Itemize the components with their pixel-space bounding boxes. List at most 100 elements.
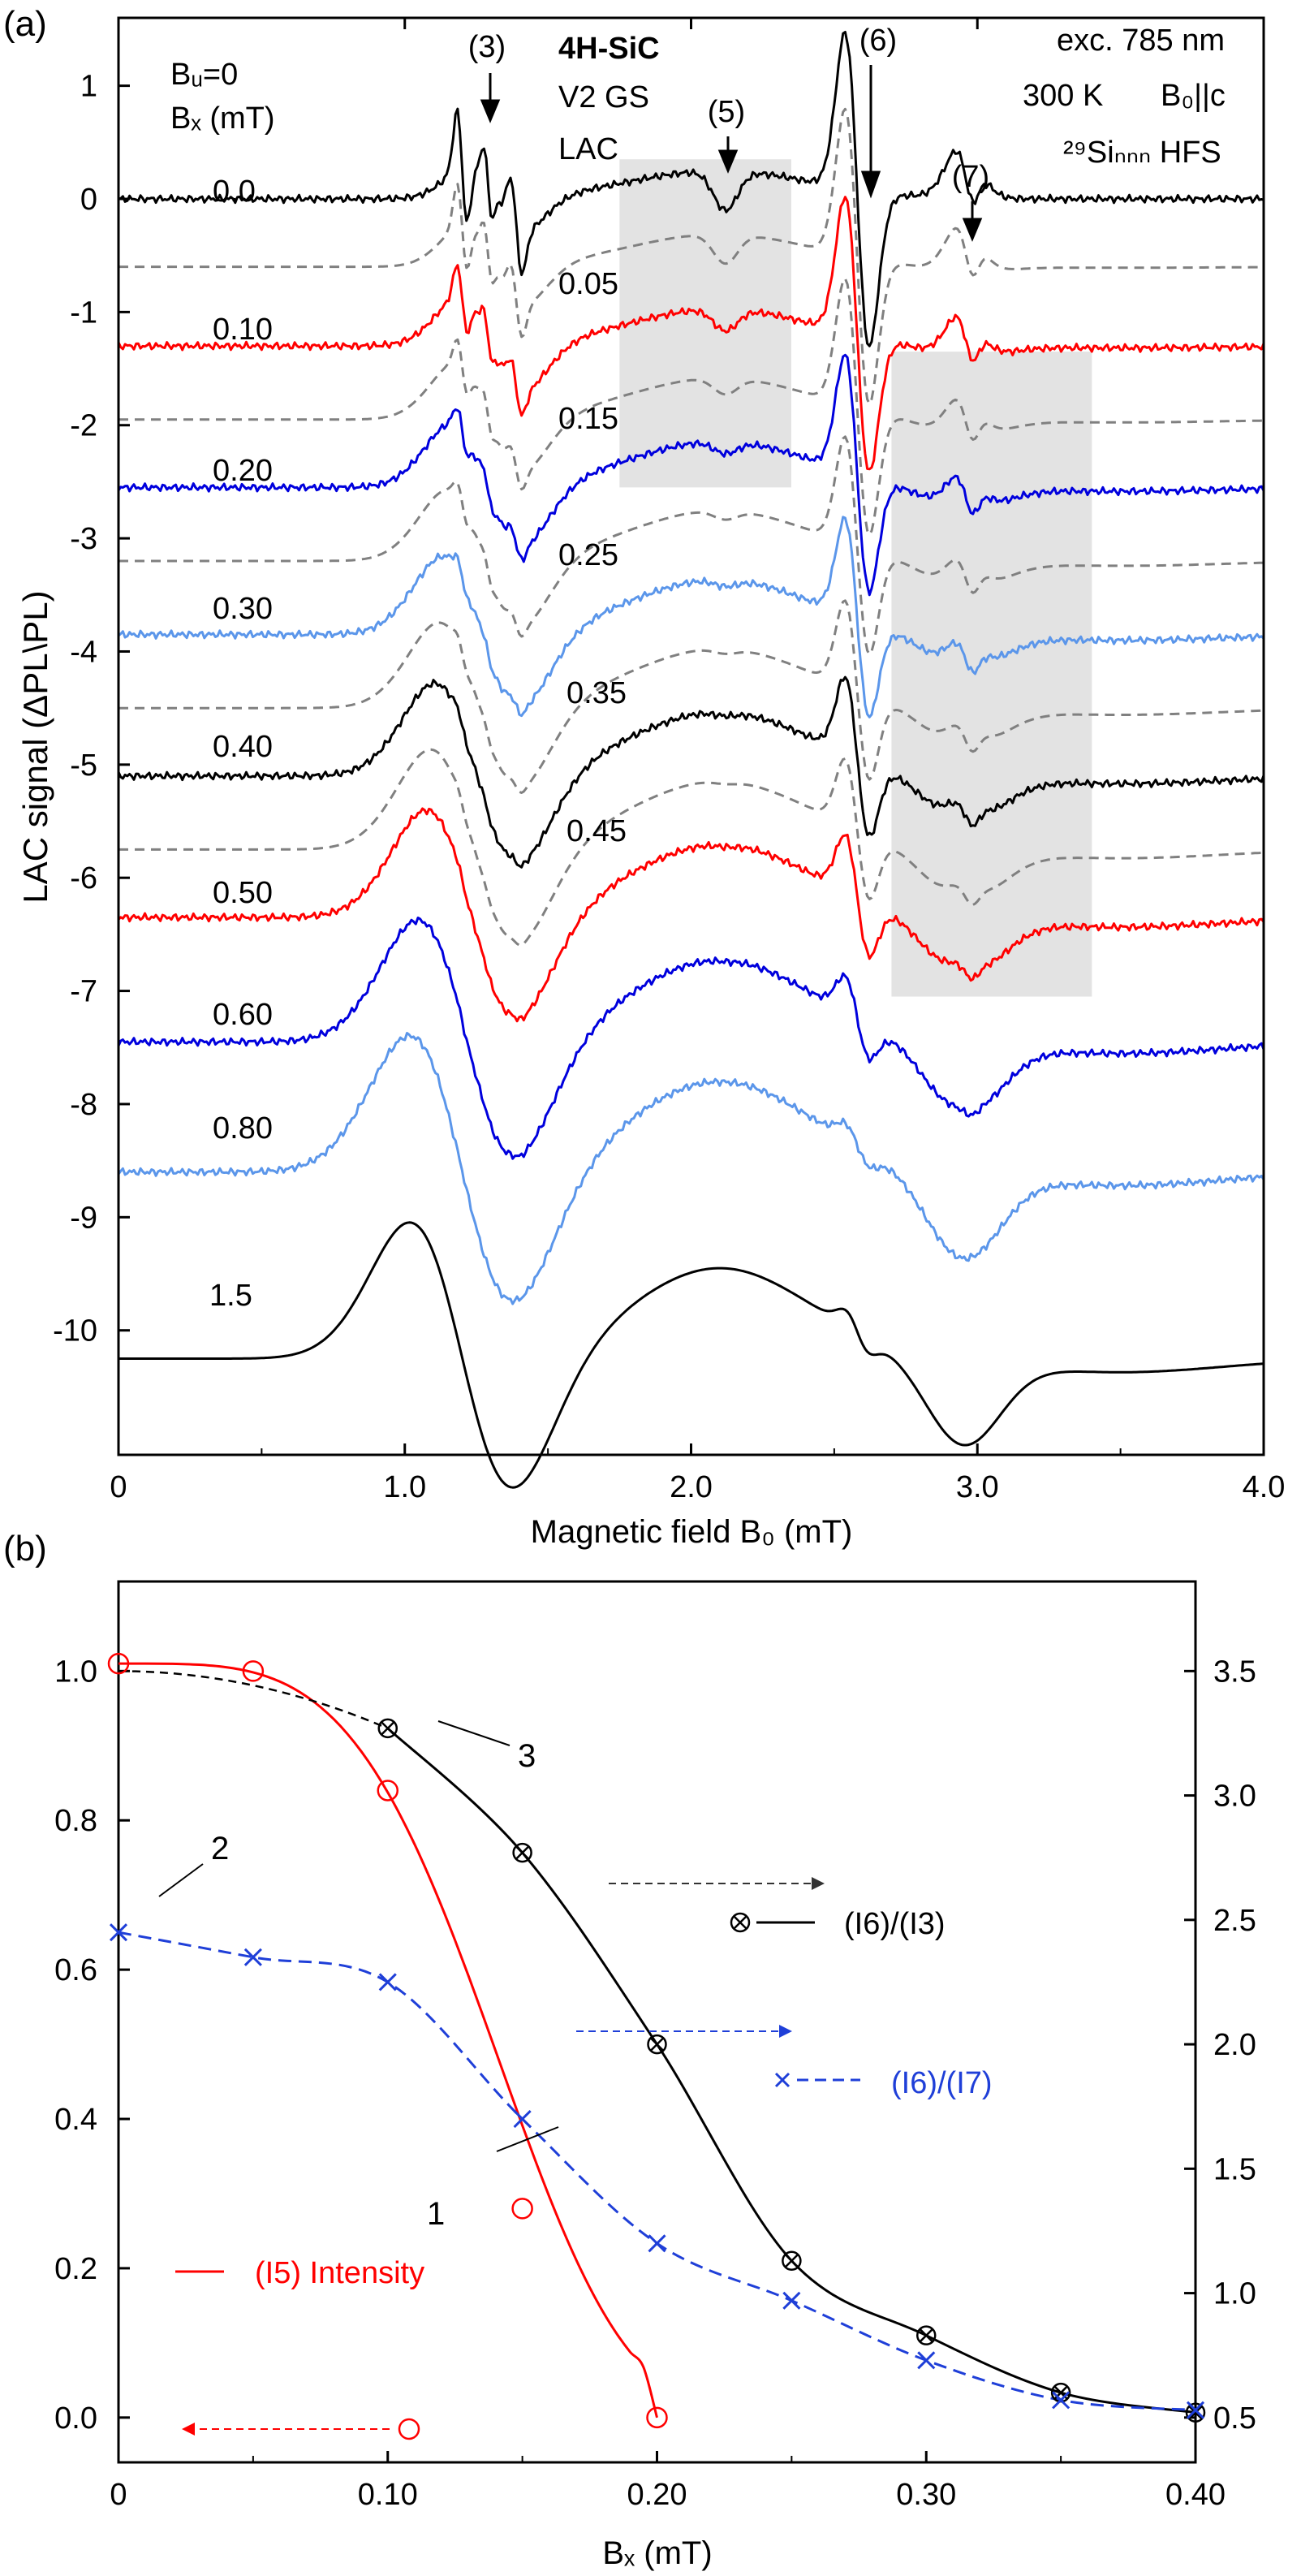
ratio-points (107, 1652, 1206, 2429)
y-tick-label-a: -5 (70, 749, 97, 783)
spectrum-curve-0.50 (117, 807, 1265, 1023)
point-i5 (646, 2406, 668, 2429)
point-i6-i3 (512, 1842, 532, 1863)
y-tick-label-right-b: 3.0 (1213, 1780, 1256, 1814)
legend-symbol-i5 (398, 2418, 420, 2440)
curve-label-3: 3 (518, 1738, 536, 1774)
x-tick-label-a: 1.0 (383, 1470, 426, 1504)
y-tick-label-a: -6 (70, 861, 97, 895)
y-tick-label-a: -9 (70, 1201, 97, 1235)
legend-arrowhead-i6-i7 (779, 2025, 792, 2038)
legend-i6-i3: (I6)/(I3) (609, 1877, 946, 1941)
series-labels: 0.0 0.05 0.10 0.15 0.20 0.25 0.30 0.35 0… (209, 175, 627, 1313)
mode-label: LAC (558, 132, 618, 166)
axis-ticks-b: 0 0.10 0.20 0.30 0.40 0.0 0.2 0.4 0.6 0.8 1.0 0.5 1.… (54, 1655, 1256, 2512)
marker-3-label: (3) (468, 30, 506, 64)
point-i6-i3 (782, 2250, 802, 2271)
curve-i6-i7 (118, 1931, 1196, 2412)
legend-symbol-i6-i3 (730, 1912, 751, 1933)
y-tick-label-a: 0 (80, 183, 97, 217)
x-axis-title-b: Bₓ (mT) (602, 2535, 712, 2571)
y-tick-label-a: 1 (80, 70, 97, 104)
spectrum-curve-0.15 (118, 277, 1264, 537)
point-i6-i3 (377, 1718, 398, 1739)
y-tick-label-a: -2 (70, 409, 97, 443)
curve-label-1: 1 (427, 2196, 445, 2232)
y-tick-label-right-b: 0.5 (1213, 2401, 1256, 2436)
x-axis-title-a: Magnetic field B₀ (mT) (531, 1514, 853, 1550)
y-tick-label-a: -10 (53, 1314, 97, 1348)
x-tick-label-b: 0.20 (627, 2478, 687, 2512)
point-i6-i7 (648, 2234, 666, 2253)
y-axis-title-a: LAC signal (ΔPL\PL) (16, 590, 54, 903)
point-i6-i7 (513, 2109, 532, 2129)
plot-frame-b (117, 1580, 1197, 2464)
panel-a: 0 1.0 2.0 3.0 4.0 1 0 -1 -2 -3 -4 -5 -6 -7 -8 -9 -10 (a)… (3, 4, 1285, 1550)
point-i5 (377, 1780, 398, 1801)
series-label-0.10: 0.10 (213, 313, 273, 347)
spectrum-curve-1.5 (118, 1221, 1264, 1489)
y-tick-label-left-b: 0.2 (54, 2252, 97, 2286)
curve-i6-i3 (386, 1727, 1196, 2414)
y-tick-label-a: -8 (70, 1088, 97, 1122)
series-label-0.40: 0.40 (213, 730, 273, 764)
legend-text-i5: (I5) Intensity (255, 2256, 424, 2290)
marker-arrows (480, 65, 983, 242)
y-tick-label-left-b: 0.0 (54, 2401, 97, 2436)
series-label-0.60: 0.60 (213, 998, 273, 1032)
y-tick-label-a: -4 (70, 635, 97, 669)
point-i6-i7 (917, 2351, 936, 2370)
shaded-region-2 (891, 352, 1092, 997)
spectrum-curve-0.10 (117, 196, 1265, 471)
y-tick-label-right-b: 3.5 (1213, 1655, 1256, 1689)
series-label-0.50: 0.50 (213, 876, 273, 910)
shaded-regions (619, 159, 1092, 997)
y-tick-label-a: -3 (70, 522, 97, 556)
point-i6-i7 (378, 1973, 397, 1991)
y-tick-label-right-b: 2.0 (1213, 2028, 1256, 2062)
x-tick-label-b: 0.40 (1165, 2478, 1226, 2512)
marker-5-label: (5) (708, 95, 745, 129)
marker-7-label: (7) (952, 160, 989, 194)
panel-b-label: (b) (3, 1529, 47, 1568)
spectra-curves (117, 31, 1265, 1489)
point-i6-i7 (243, 1948, 262, 1966)
series-label-0.35: 0.35 (566, 676, 627, 710)
legend-i6-i7: (I6)/(I7) (576, 2025, 993, 2100)
curve-i5-intensity (118, 1662, 658, 2419)
orientation-label: B₀||c (1161, 79, 1226, 113)
spectrum-curve-0.40 (117, 675, 1265, 869)
series-label-0.25: 0.25 (558, 538, 618, 572)
x-tick-label-b: 0 (110, 2478, 127, 2512)
legend-arrowhead-i6-i3 (812, 1877, 825, 1890)
y-tick-label-left-b: 0.4 (54, 2103, 97, 2137)
point-i5 (511, 2198, 533, 2220)
series-label-0.80: 0.80 (213, 1111, 273, 1146)
y-tick-label-right-b: 2.5 (1213, 1904, 1256, 1938)
legend-arrowhead-i5 (182, 2423, 195, 2436)
curve-label-2: 2 (211, 1831, 229, 1866)
axis-ticks-a: 0 1.0 2.0 3.0 4.0 1 0 -1 -2 -3 -4 -5 -6 -7 -8 -9 -10 (53, 18, 1285, 1504)
shaded-region-1 (619, 159, 791, 488)
y-tick-label-right-b: 1.0 (1213, 2277, 1256, 2311)
legend-symbol-i6-i7 (774, 2072, 791, 2088)
x-tick-label-a: 2.0 (670, 1470, 713, 1504)
series-label-0.15: 0.15 (558, 402, 618, 436)
curve-leader-1 (496, 2126, 559, 2152)
x-tick-label-a: 4.0 (1243, 1470, 1286, 1504)
x-tick-label-a: 3.0 (956, 1470, 999, 1504)
spectrum-curve-0.30 (118, 516, 1265, 718)
x-tick-label-b: 0.10 (358, 2478, 418, 2512)
marker-6-label: (6) (859, 24, 897, 58)
curve-i6-i3-extrapolation (118, 1670, 389, 1729)
hfs-label: ²⁹Siₙₙₙ HFS (1063, 136, 1221, 170)
curve-leader-3 (437, 1720, 510, 1746)
point-i6-i3 (647, 2034, 667, 2055)
point-i5 (242, 1660, 265, 1682)
spectrum-curve-0.45 (118, 748, 1264, 947)
point-i6-i3 (916, 2325, 937, 2345)
series-label-0.05: 0.05 (558, 267, 618, 301)
point-i6-i3 (1185, 2402, 1206, 2423)
state-label: V2 GS (558, 80, 649, 114)
point-i6-i7 (1052, 2391, 1071, 2410)
